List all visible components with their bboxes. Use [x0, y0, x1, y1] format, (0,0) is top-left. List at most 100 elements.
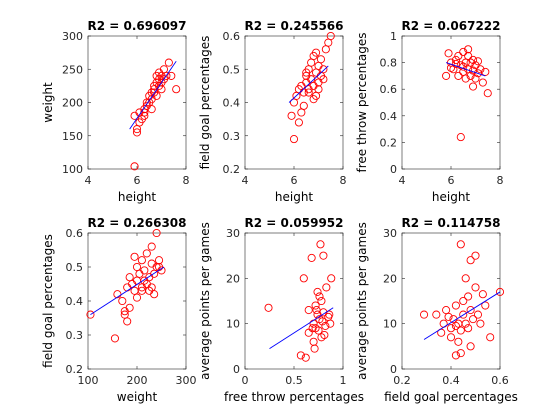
data-point — [147, 259, 156, 268]
data-point — [118, 296, 127, 306]
y-tick-label: 0.4 — [223, 97, 241, 110]
x-axis-label: free throw percentages — [224, 390, 364, 404]
data-point — [147, 242, 156, 251]
y-tick-label: 0 — [233, 363, 240, 376]
data-point — [125, 273, 134, 282]
x-axis-label: height — [432, 190, 471, 204]
data-point — [314, 326, 323, 335]
data-point — [296, 351, 305, 360]
x-axis-label: weight — [117, 390, 158, 404]
y-tick-label: 1 — [390, 30, 397, 43]
data-point — [326, 31, 335, 41]
x-axis-label: height — [275, 190, 314, 204]
data-point — [313, 287, 322, 296]
y-tick-label: 0.2 — [380, 136, 398, 149]
data-point — [110, 334, 119, 343]
data-point — [304, 328, 313, 337]
x-tick-label: 4 — [399, 174, 406, 187]
y-tick-label: 20 — [383, 272, 397, 285]
y-axis-label: weight — [41, 82, 55, 123]
data-point — [478, 78, 487, 87]
y-tick-label: 100 — [62, 163, 83, 176]
data-point — [451, 59, 460, 68]
data-point — [310, 344, 319, 353]
data-point — [466, 306, 475, 315]
y-tick-label: 0.8 — [380, 57, 398, 70]
data-point — [135, 118, 144, 127]
y-tick-label: 0.5 — [66, 261, 84, 274]
data-point — [451, 351, 460, 360]
data-point — [315, 292, 324, 301]
x-tick-label: 6 — [134, 174, 141, 187]
x-tick-label: 8 — [497, 174, 504, 187]
x-tick-label: 8 — [183, 174, 190, 187]
data-point — [473, 57, 483, 66]
data-point — [130, 162, 139, 171]
data-point — [154, 256, 164, 265]
y-axis-label: field goal percentages — [41, 234, 55, 368]
data-point — [476, 319, 485, 328]
chart-title: R2 = 0.245566 — [244, 19, 343, 33]
axes-box — [244, 232, 344, 370]
data-point — [446, 333, 456, 342]
data-point — [123, 317, 132, 326]
data-point — [130, 252, 139, 261]
data-point — [486, 333, 495, 342]
data-point — [147, 283, 156, 292]
data-point — [464, 324, 473, 333]
scatter-panel-2: 4 6 8 0.2 0.3 0.4 0.5 0.6R2 = 0.245566 height fie… — [198, 19, 347, 204]
y-tick-label: 0 — [390, 363, 397, 376]
data-point — [478, 290, 487, 299]
y-tick-label: 0.6 — [223, 30, 241, 43]
data-point — [419, 310, 429, 319]
data-point — [287, 111, 296, 120]
x-tick-label: 0 — [242, 374, 249, 387]
data-point — [304, 306, 313, 315]
data-point — [150, 290, 159, 299]
x-tick-label: 8 — [340, 174, 347, 187]
data-point — [481, 301, 490, 310]
chart-title: R2 = 0.696097 — [87, 19, 186, 33]
data-point — [451, 321, 460, 330]
data-point — [464, 292, 473, 301]
data-point — [142, 98, 151, 107]
x-tick-label: 4 — [85, 174, 92, 187]
data-point — [309, 81, 318, 90]
data-point — [317, 296, 326, 306]
data-point — [130, 286, 139, 295]
y-tick-label: 0.4 — [66, 295, 84, 308]
data-point — [157, 85, 166, 94]
data-point — [454, 51, 463, 61]
y-tick-label: 0.4 — [380, 110, 398, 123]
data-point — [442, 71, 451, 80]
y-tick-label: 0.6 — [66, 227, 84, 240]
data-point — [321, 45, 330, 54]
data-point — [451, 301, 460, 310]
data-point — [459, 62, 468, 71]
scatter-panel-3: 4 6 8 0 0.2 0.4 0.6 0.8 1 R2 = 0.067222 height free… — [355, 19, 504, 204]
y-tick-label: 0 — [390, 163, 397, 176]
data-point — [471, 251, 480, 260]
y-tick-label: 10 — [383, 318, 397, 331]
data-point — [314, 85, 323, 94]
data-point — [456, 133, 465, 142]
x-tick-label: 100 — [78, 374, 99, 387]
data-point — [309, 337, 318, 346]
x-tick-label: 4 — [242, 174, 249, 187]
data-point — [135, 269, 144, 278]
y-tick-label: 0.3 — [223, 130, 241, 143]
data-point — [140, 266, 149, 275]
data-point — [289, 98, 299, 107]
data-point — [432, 310, 441, 319]
x-tick-label: 0.2 — [393, 374, 411, 387]
data-point — [140, 111, 149, 120]
data-point — [466, 256, 475, 265]
data-point — [86, 310, 95, 319]
data-point — [159, 65, 168, 74]
scatter-panel-6: 0.2 0.4 0.6 0 10 20 30 R2 = 0.114758 field goal … — [355, 216, 518, 404]
data-point — [456, 349, 465, 358]
y-tick-label: 150 — [62, 130, 83, 143]
data-point — [311, 48, 321, 57]
data-point — [476, 65, 485, 74]
